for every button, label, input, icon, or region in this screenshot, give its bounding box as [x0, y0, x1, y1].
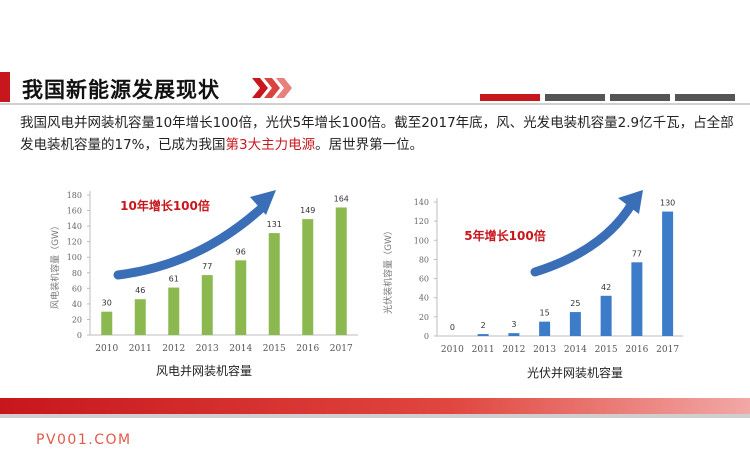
x-tick-label: 2013: [196, 344, 219, 354]
bar: [600, 295, 612, 336]
chart-title: 光伏并网装机容量: [527, 365, 623, 380]
decor-bar-dark-3: [675, 94, 735, 101]
bar: [235, 260, 247, 335]
y-axis-label: 光伏装机容量（GW）: [382, 226, 394, 314]
x-tick-label: 2014: [564, 345, 587, 355]
y-tick-label: 100: [67, 253, 82, 262]
x-tick-label: 2011: [129, 344, 152, 354]
x-tick-label: 2014: [229, 344, 252, 354]
y-tick-label: 20: [72, 315, 82, 324]
bar: [268, 233, 280, 335]
bar: [101, 311, 113, 335]
bar: [539, 321, 551, 336]
y-tick-label: 120: [414, 217, 429, 226]
solar-capacity-chart: 0 20 40 60 80 100 120 140 光伏装机容量（GW） 0 2010 2 2011 3 2…: [382, 190, 683, 380]
data-label: 131: [267, 220, 282, 229]
bar: [134, 299, 146, 335]
x-tick-label: 2013: [533, 345, 556, 355]
title-bar: 我国新能源发展现状: [0, 72, 750, 106]
intro-paragraph: 我国风电并网装机容量10年增长100倍，光伏5年增长100倍。截至2017年底，…: [20, 112, 735, 156]
data-label: 25: [570, 299, 580, 308]
paragraph-text: 我国风电并网装机容量10年增长100倍，光伏5年增长100倍。截至2017年底，…: [20, 115, 734, 153]
data-label: 96: [236, 247, 246, 256]
bar: [201, 275, 213, 335]
x-tick-label: 2010: [441, 345, 464, 355]
bar: [168, 287, 180, 335]
footer-red-band: [0, 398, 750, 414]
title-underline: [0, 103, 750, 105]
paragraph-text-end: 。居世界第一位。: [315, 137, 424, 153]
y-tick-label: 20: [419, 313, 429, 322]
x-tick-label: 2016: [625, 345, 648, 355]
data-label: 15: [540, 309, 550, 318]
page-title: 我国新能源发展现状: [22, 78, 220, 102]
bar: [302, 219, 314, 335]
y-tick-label: 0: [77, 331, 82, 340]
x-tick-label: 2012: [502, 345, 525, 355]
x-tick-label: 2015: [263, 344, 286, 354]
bar: [508, 333, 520, 336]
y-tick-label: 140: [67, 222, 82, 231]
bar: [477, 334, 489, 336]
data-label: 42: [601, 283, 611, 292]
data-label: 30: [102, 299, 112, 308]
chart-title: 风电并网装机容量: [156, 363, 252, 378]
data-label: 164: [334, 194, 349, 203]
x-tick-label: 2016: [296, 344, 319, 354]
y-tick-label: 40: [72, 300, 82, 309]
decor-bar-dark-1: [545, 94, 605, 101]
y-tick-label: 40: [419, 294, 429, 303]
growth-annotation: 5年增长100倍: [464, 228, 545, 243]
data-label: 149: [300, 206, 315, 215]
y-tick-label: 100: [414, 236, 429, 245]
y-tick-label: 60: [419, 275, 429, 284]
paragraph-highlight: 第3大主力电源: [225, 137, 316, 153]
x-tick-label: 2010: [95, 344, 118, 354]
y-tick-label: 60: [72, 284, 82, 293]
x-tick-label: 2012: [162, 344, 185, 354]
growth-annotation: 10年增长100倍: [120, 198, 210, 213]
data-label: 77: [632, 249, 642, 258]
footer-grey-band: [0, 414, 750, 418]
data-label: 61: [169, 275, 179, 284]
footer-logo: PV001.COM: [36, 432, 132, 448]
data-label: 3: [511, 320, 516, 329]
decor-bar-red: [480, 94, 540, 101]
x-tick-label: 2017: [656, 345, 679, 355]
wind-capacity-chart: 0 20 40 60 80 100 120 140 160 180 风电装机容量（GW） 30 2010…: [49, 190, 358, 378]
growth-arrow-head: [618, 190, 643, 214]
y-tick-label: 120: [67, 238, 82, 247]
data-label: 46: [135, 286, 145, 295]
title-accent-block: [0, 72, 10, 102]
bar: [569, 312, 581, 336]
y-tick-label: 80: [72, 269, 82, 278]
growth-arrow: [530, 197, 638, 277]
bar: [662, 211, 674, 336]
bar: [631, 262, 643, 336]
y-tick-label: 0: [424, 332, 429, 341]
chevron-arrows-icon: [252, 78, 292, 98]
y-axis-label: 风电装机容量（GW）: [49, 221, 61, 309]
y-tick-label: 140: [414, 198, 429, 207]
growth-arrow: [113, 200, 270, 280]
y-tick-label: 80: [419, 255, 429, 264]
growth-arrow-head: [250, 190, 276, 215]
data-label: 77: [202, 262, 212, 271]
data-label: 2: [481, 321, 486, 330]
x-tick-label: 2011: [472, 345, 495, 355]
bar: [335, 207, 347, 335]
y-tick-label: 160: [67, 207, 82, 216]
x-tick-label: 2017: [330, 344, 353, 354]
decor-bar-dark-2: [610, 94, 670, 101]
x-tick-label: 2015: [595, 345, 618, 355]
data-label: 0: [450, 323, 455, 332]
y-tick-label: 180: [67, 191, 82, 200]
data-label: 130: [660, 199, 675, 208]
